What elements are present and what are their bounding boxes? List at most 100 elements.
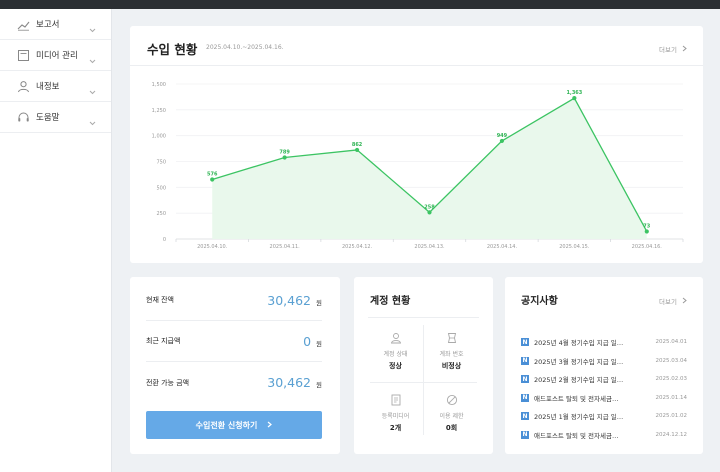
balance-unit: 원: [316, 298, 322, 307]
data-point: [210, 177, 215, 182]
revenue-period: 2025.04.10.~2025.04.16.: [206, 44, 284, 51]
balance-row-current: 현재 잔액 30,462 원: [146, 280, 322, 321]
new-badge: N: [521, 375, 529, 384]
data-label: 258: [424, 204, 435, 210]
sidebar: 보고서 미디어 관리 내정보 도움말: [0, 9, 112, 472]
account-cell-label: 이용 제한: [439, 413, 464, 420]
notice-list: N 2025년 4월 정기수입 지급 일… 2025.04.01 N 2025년…: [521, 333, 687, 444]
data-label: 576: [207, 171, 218, 177]
divider: [368, 317, 479, 318]
chevron-right-icon: [682, 45, 687, 54]
account-cell-value: 0회: [445, 424, 458, 432]
ban-icon: [446, 393, 458, 407]
account-cell-bank-account: 계좌 번호 비정상: [424, 321, 479, 381]
balance-unit: 원: [316, 339, 322, 348]
new-badge: N: [521, 356, 529, 365]
account-cell-status: 계정 상태 정상: [368, 321, 423, 381]
balance-label: 전환 가능 금액: [146, 378, 190, 387]
data-label: 862: [352, 142, 363, 148]
sidebar-item-label: 미디어 관리: [36, 51, 78, 61]
notice-item-date: 2025.03.04: [655, 357, 688, 364]
chevron-down-icon[interactable]: [89, 112, 96, 131]
data-point: [644, 229, 649, 234]
x-tick-label: 2025.04.14.: [487, 244, 518, 250]
revenue-more-link[interactable]: 더보기: [659, 44, 687, 54]
notice-item-title: 2025년 3월 정기수입 지급 일…: [534, 357, 624, 366]
chevron-right-icon: [267, 421, 273, 430]
revenue-title: 수입 현황: [147, 42, 198, 57]
account-cell-label: 계좌 번호: [439, 351, 464, 358]
divider: [130, 65, 703, 66]
account-cell-value: 2개: [389, 424, 402, 432]
y-tick-label: 1,250: [152, 108, 166, 114]
y-tick-label: 500: [156, 185, 166, 191]
chevron-down-icon[interactable]: [89, 50, 96, 69]
notice-item[interactable]: N 2025년 4월 정기수입 지급 일… 2025.04.01: [521, 333, 687, 352]
new-badge: N: [521, 412, 529, 421]
headset-icon: [17, 111, 30, 124]
notice-item-date: 2024.12.12: [655, 431, 688, 438]
user-outline-icon: [390, 331, 402, 345]
y-tick-label: 1,500: [152, 82, 166, 88]
notice-item-title: 2025년 4월 정기수입 지급 일…: [534, 339, 624, 348]
data-label: 73: [643, 223, 650, 229]
more-label: 더보기: [659, 46, 677, 54]
revenue-card: 수입 현황 2025.04.10.~2025.04.16. 더보기 0 250 50…: [130, 26, 703, 263]
notice-item[interactable]: N 2025년 2월 정기수입 지급 일… 2025.02.03: [521, 370, 687, 389]
notice-item[interactable]: N 2025년 3월 정기수입 지급 일… 2025.03.04: [521, 352, 687, 371]
balance-value: 0: [303, 333, 312, 349]
account-cell-media: 등록미디어 2개: [368, 383, 423, 443]
x-tick-label: 2025.04.11.: [270, 244, 301, 250]
sidebar-item-help[interactable]: 도움말: [0, 102, 111, 133]
account-cell-restriction: 이용 제한 0회: [424, 383, 479, 443]
card-icon: [446, 331, 458, 345]
x-tick-label: 2025.04.12.: [342, 244, 373, 250]
notice-item[interactable]: N 애드포스트 탈퇴 및 전자세금… 2025.01.14: [521, 389, 687, 408]
chevron-down-icon[interactable]: [89, 19, 96, 38]
sidebar-item-label: 보고서: [36, 20, 60, 30]
account-grid: 계정 상태 정상 계좌 번호 비정상 등록미디어 2개 이용 제한 0회: [368, 321, 479, 443]
sidebar-item-label: 내정보: [36, 82, 60, 92]
y-tick-label: 1,000: [152, 134, 166, 140]
chevron-right-icon: [682, 297, 687, 306]
data-label: 949: [497, 133, 508, 139]
notice-card: 공지사항 더보기 N 2025년 4월 정기수입 지급 일… 2025.04.0…: [505, 277, 703, 454]
sidebar-item-myinfo[interactable]: 내정보: [0, 71, 111, 102]
x-tick-label: 2025.04.16.: [632, 244, 663, 250]
series-area: [212, 98, 647, 239]
notice-item[interactable]: N 애드포스트 탈퇴 및 전자세금… 2024.12.12: [521, 426, 687, 445]
notice-item-title: 2025년 1월 정기수입 지급 일…: [534, 413, 624, 422]
notice-item-title: 애드포스트 탈퇴 및 전자세금…: [534, 431, 619, 440]
new-badge: N: [521, 430, 529, 439]
account-cell-label: 등록미디어: [381, 413, 410, 420]
balance-value: 30,462: [267, 292, 312, 308]
revenue-chart: 0 250 500 750 1,000 1,250 1,500 2025.04.10. 2025…: [152, 82, 684, 250]
notice-item-title: 2025년 2월 정기수입 지급 일…: [534, 376, 624, 385]
notice-item-date: 2025.01.02: [655, 413, 688, 420]
data-point: [282, 155, 287, 160]
y-tick-label: 0: [163, 237, 166, 243]
account-status-card: 계정 현황 계정 상태 정상 계좌 번호 비정상 등록미디어 2개 이용 제한 …: [354, 277, 493, 454]
sidebar-item-media[interactable]: 미디어 관리: [0, 40, 111, 71]
notice-item[interactable]: N 2025년 1월 정기수입 지급 일… 2025.01.02: [521, 407, 687, 426]
notice-title: 공지사항: [521, 296, 558, 307]
sidebar-item-report[interactable]: 보고서: [0, 9, 111, 40]
notice-item-date: 2025.02.03: [655, 376, 688, 383]
balance-label: 현재 잔액: [146, 296, 174, 304]
notice-item-date: 2025.04.01: [655, 339, 688, 346]
notice-more-link[interactable]: 더보기: [659, 296, 687, 306]
document-icon: [390, 393, 402, 407]
notice-item-date: 2025.01.14: [655, 394, 688, 401]
chevron-down-icon[interactable]: [89, 81, 96, 100]
apply-conversion-button[interactable]: 수입전환 신청하기: [146, 411, 322, 439]
data-point: [354, 147, 360, 153]
data-point: [572, 96, 577, 101]
top-bar: [0, 0, 720, 9]
chart-line-icon: [17, 18, 30, 31]
balance-label: 최근 지급액: [146, 337, 181, 345]
account-cell-value: 비정상: [441, 362, 462, 370]
account-cell-value: 정상: [389, 362, 402, 370]
account-title: 계정 현황: [370, 296, 411, 307]
y-tick-label: 750: [156, 160, 166, 166]
